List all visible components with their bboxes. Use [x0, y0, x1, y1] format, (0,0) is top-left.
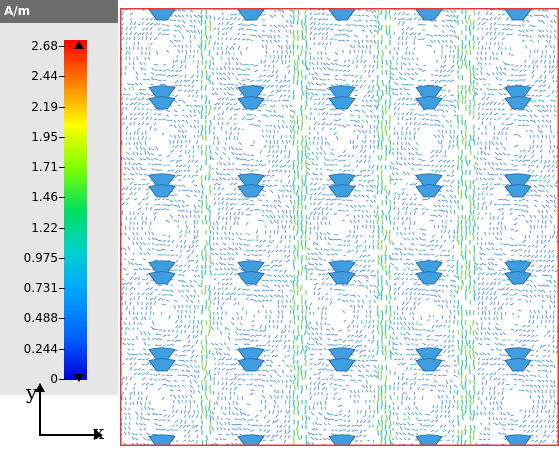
field-cone	[148, 173, 176, 187]
field-cone	[415, 96, 443, 110]
field-cone	[148, 358, 176, 372]
field-cone	[415, 85, 443, 99]
field-cone	[504, 184, 532, 198]
x-axis-arrow	[94, 430, 103, 440]
field-cone	[504, 271, 532, 285]
field-cone	[328, 358, 356, 372]
field-cone	[415, 358, 443, 372]
field-cone	[415, 260, 443, 274]
field-cone	[237, 358, 265, 372]
legend-tick-label: 2.44	[31, 69, 58, 84]
field-cone	[415, 173, 443, 187]
field-cone	[415, 347, 443, 361]
field-cone	[328, 85, 356, 99]
legend-tick-mark	[59, 197, 65, 199]
legend-max-marker	[74, 41, 84, 49]
legend-tick-label: 0.731	[23, 281, 58, 296]
field-cone	[148, 260, 176, 274]
field-cone	[328, 173, 356, 187]
legend-tick-mark	[59, 46, 65, 47]
plot-frame	[120, 8, 559, 446]
field-cone	[328, 184, 356, 198]
y-axis-line	[39, 390, 41, 436]
color-legend: A/m 2.68 2.44 2.19 1.95 1.71 1.46 1.22 0.975 0.7…	[0, 0, 118, 395]
legend-tick-mark	[59, 136, 65, 138]
field-cone	[237, 347, 265, 361]
y-axis-label: y	[26, 380, 38, 404]
legend-tick-mark	[59, 318, 65, 320]
legend-tick-mark	[59, 106, 65, 108]
legend-tick-label: 1.22	[31, 220, 58, 235]
legend-tick-label: 0.975	[23, 250, 58, 265]
field-cone	[415, 271, 443, 285]
field-cone	[237, 260, 265, 274]
field-cone	[504, 96, 532, 110]
legend-tick-label: 2.19	[31, 99, 58, 114]
legend-color-bar	[64, 40, 87, 380]
field-cone	[328, 96, 356, 110]
field-cone	[237, 184, 265, 198]
legend-tick-mark	[59, 227, 65, 229]
legend-unit: A/m	[0, 0, 118, 23]
field-cone	[148, 184, 176, 198]
field-cone	[148, 271, 176, 285]
legend-tick-label: 1.71	[31, 160, 58, 175]
field-cone	[328, 260, 356, 274]
field-cone	[237, 271, 265, 285]
field-cone	[504, 260, 532, 274]
y-axis-arrow	[35, 383, 45, 392]
legend-tick-mark	[59, 257, 65, 259]
field-cone	[504, 173, 532, 187]
legend-tick-mark	[59, 379, 65, 380]
legend-tick-label: 1.46	[31, 190, 58, 205]
field-cone	[148, 96, 176, 110]
legend-tick-mark	[59, 348, 65, 350]
field-cone	[504, 85, 532, 99]
field-cone	[415, 184, 443, 198]
field-cone	[237, 173, 265, 187]
vector-field-plot	[120, 8, 559, 446]
legend-tick-label: 0.244	[23, 341, 58, 356]
legend-tick-mark	[59, 167, 65, 169]
field-cone	[504, 358, 532, 372]
field-cone	[328, 347, 356, 361]
x-axis-label: x	[93, 420, 105, 444]
legend-tick-mark	[59, 288, 65, 290]
field-cone	[237, 96, 265, 110]
field-cone	[328, 271, 356, 285]
field-cone	[237, 85, 265, 99]
legend-tick-mark	[59, 76, 65, 78]
legend-tick-label: 0	[50, 372, 58, 386]
legend-tick-label: 0.488	[23, 311, 58, 326]
field-cone	[148, 347, 176, 361]
legend-tick-label: 2.68	[31, 39, 58, 53]
legend-tick-label: 1.95	[31, 129, 58, 144]
field-cones	[148, 8, 532, 446]
legend-panel	[0, 23, 118, 395]
legend-min-marker	[74, 374, 84, 382]
field-cone	[504, 347, 532, 361]
field-cone	[148, 85, 176, 99]
x-axis-line	[39, 434, 95, 436]
